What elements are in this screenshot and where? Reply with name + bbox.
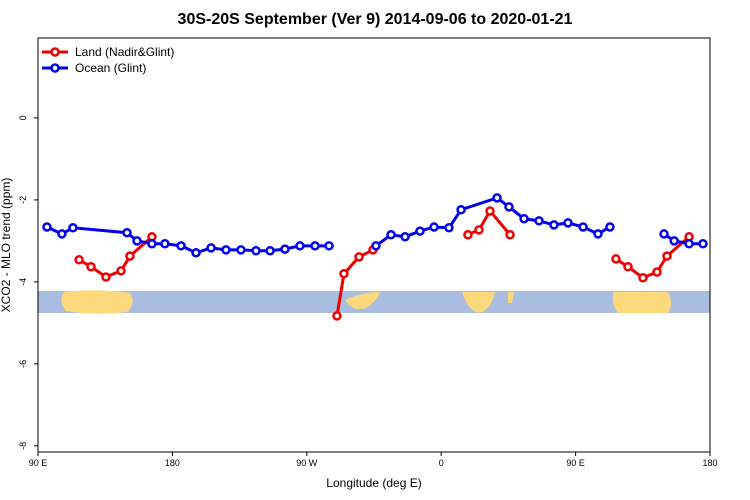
point bbox=[444, 223, 454, 233]
point bbox=[505, 230, 515, 240]
point bbox=[492, 193, 502, 203]
point bbox=[332, 311, 342, 321]
point bbox=[74, 255, 84, 265]
point bbox=[638, 273, 648, 283]
point bbox=[116, 266, 126, 276]
point bbox=[463, 230, 473, 240]
point bbox=[132, 236, 142, 246]
x-tick-label: 90 W bbox=[296, 458, 318, 468]
point bbox=[474, 225, 484, 235]
map-strip bbox=[38, 290, 710, 314]
point bbox=[122, 227, 132, 238]
x-tick-label: 0 bbox=[439, 458, 444, 468]
y-tick-label: -8 bbox=[18, 442, 28, 450]
y-tick-label: 0 bbox=[18, 115, 28, 120]
y-axis-label: XCO2 - MLO trend (ppm) bbox=[0, 178, 13, 313]
x-axis-label: Longitude (deg E) bbox=[326, 476, 421, 490]
point bbox=[280, 244, 290, 254]
point bbox=[265, 245, 275, 256]
point bbox=[310, 241, 320, 251]
point bbox=[339, 268, 349, 279]
legend-marker bbox=[50, 63, 60, 73]
point bbox=[386, 230, 396, 240]
point bbox=[415, 226, 425, 236]
x-tick-label: 180 bbox=[702, 458, 717, 468]
point bbox=[236, 245, 246, 255]
point bbox=[176, 241, 186, 251]
point bbox=[534, 216, 544, 226]
x-tick-label: 180 bbox=[165, 458, 180, 468]
y-tick-label: -4 bbox=[18, 278, 28, 286]
point bbox=[57, 229, 67, 239]
point bbox=[698, 239, 708, 249]
point bbox=[191, 248, 201, 258]
point bbox=[324, 241, 334, 251]
y-tick-label: -6 bbox=[18, 360, 28, 368]
x-tick-label: 90 E bbox=[566, 458, 585, 468]
x-tick-label: 90 E bbox=[29, 458, 48, 468]
point bbox=[504, 202, 514, 212]
point bbox=[295, 241, 305, 251]
point bbox=[400, 232, 410, 242]
point bbox=[160, 239, 170, 249]
point bbox=[662, 251, 672, 261]
chart-title: 30S-20S September (Ver 9) 2014-09-06 to … bbox=[178, 11, 573, 28]
point bbox=[578, 222, 588, 232]
point bbox=[206, 243, 216, 253]
point bbox=[429, 222, 439, 232]
point bbox=[659, 229, 669, 239]
point bbox=[42, 222, 52, 232]
plot-frame bbox=[37, 37, 711, 453]
point bbox=[549, 220, 559, 230]
legend-label: Ocean (Glint) bbox=[75, 61, 146, 75]
point bbox=[623, 261, 633, 272]
point bbox=[563, 218, 573, 228]
point bbox=[593, 229, 603, 239]
point bbox=[669, 236, 679, 246]
point bbox=[652, 267, 662, 277]
legend-label: Land (Nadir&Glint) bbox=[75, 45, 174, 59]
point bbox=[611, 254, 621, 264]
point bbox=[68, 223, 78, 233]
point bbox=[371, 241, 381, 251]
point bbox=[485, 206, 495, 216]
point bbox=[101, 272, 111, 282]
point bbox=[86, 261, 96, 272]
series-line bbox=[78, 208, 691, 317]
y-tick-label: -2 bbox=[18, 196, 28, 204]
point bbox=[125, 251, 135, 261]
point bbox=[456, 204, 466, 215]
point bbox=[147, 239, 157, 249]
point bbox=[519, 214, 529, 224]
legend-marker bbox=[50, 47, 60, 57]
point bbox=[354, 252, 364, 262]
point bbox=[251, 245, 261, 256]
point bbox=[605, 222, 615, 232]
point bbox=[684, 239, 694, 249]
point bbox=[221, 245, 231, 255]
